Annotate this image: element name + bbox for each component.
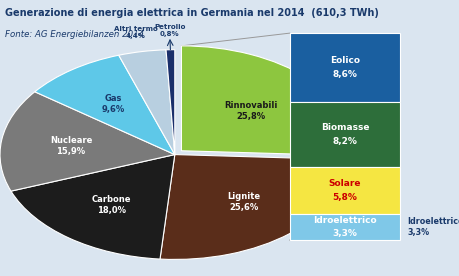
Text: Gas
9,6%: Gas 9,6%	[101, 94, 124, 114]
Text: Eolico: Eolico	[329, 56, 359, 65]
Text: Petrolio
0,8%: Petrolio 0,8%	[154, 24, 185, 37]
Wedge shape	[118, 50, 174, 155]
Text: Altri termo
4,4%: Altri termo 4,4%	[114, 26, 157, 39]
Text: Idroelettrico: Idroelettrico	[313, 216, 376, 225]
Text: 3,3%: 3,3%	[332, 229, 357, 238]
Wedge shape	[0, 92, 174, 191]
Wedge shape	[166, 50, 174, 155]
Text: Biomasse: Biomasse	[320, 123, 369, 132]
Text: Idroelettrico
3,3%: Idroelettrico 3,3%	[406, 217, 459, 237]
FancyBboxPatch shape	[289, 33, 399, 102]
FancyBboxPatch shape	[289, 214, 399, 240]
Text: 8,6%: 8,6%	[332, 70, 357, 79]
Text: 5,8%: 5,8%	[332, 193, 357, 202]
Wedge shape	[181, 46, 355, 156]
Text: Fonte: AG Energiebilanzen 2014: Fonte: AG Energiebilanzen 2014	[5, 30, 143, 39]
Wedge shape	[11, 155, 174, 259]
Wedge shape	[35, 55, 174, 155]
FancyBboxPatch shape	[289, 167, 399, 214]
FancyBboxPatch shape	[289, 102, 399, 167]
Text: Carbone
18,0%: Carbone 18,0%	[91, 195, 131, 215]
Text: Rinnovabili
25,8%: Rinnovabili 25,8%	[224, 101, 277, 121]
Text: Nucleare
15,9%: Nucleare 15,9%	[50, 136, 92, 156]
Text: 8,2%: 8,2%	[332, 137, 357, 146]
Text: Generazione di energia elettrica in Germania nel 2014  (610,3 TWh): Generazione di energia elettrica in Germ…	[5, 8, 378, 18]
Wedge shape	[160, 155, 349, 259]
Text: Solare: Solare	[328, 179, 360, 188]
Text: Lignite
25,6%: Lignite 25,6%	[227, 192, 260, 212]
